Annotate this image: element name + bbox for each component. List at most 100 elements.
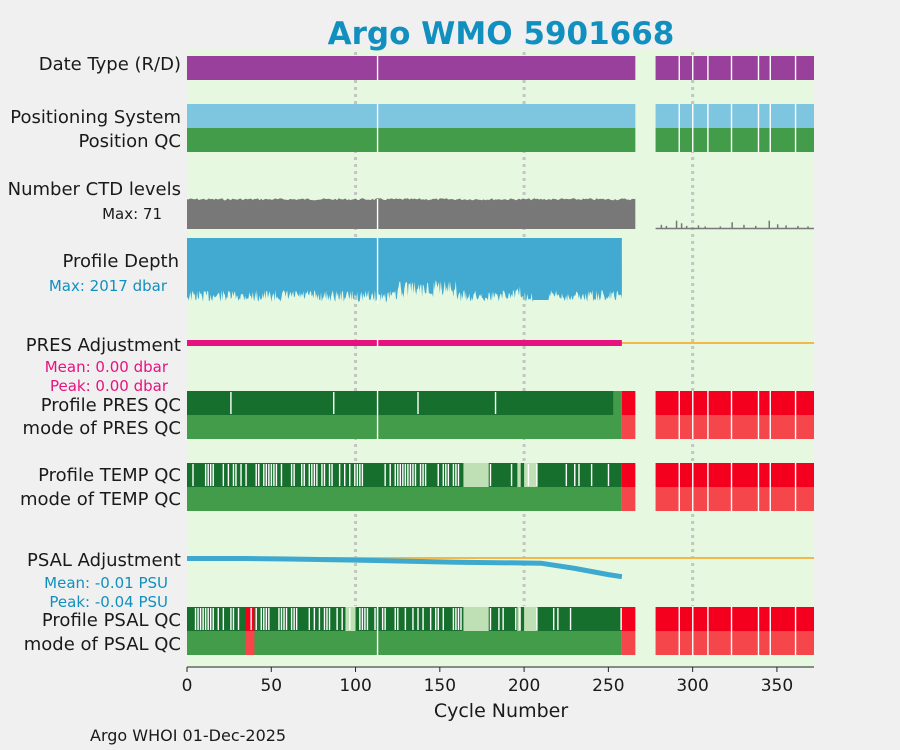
psal-qc-stripe: [212, 608, 214, 630]
temp-qc-stripe: [578, 464, 580, 486]
psal-qc-stripe: [204, 608, 207, 630]
label-pres-peak: Peak: 0.00 dbar: [50, 377, 169, 395]
psal-qc-stripe: [435, 608, 437, 630]
x-tick-label: 0: [182, 676, 193, 696]
psal-qc-stripe: [328, 608, 331, 630]
temp-qc-stripe: [407, 464, 409, 486]
psal-qc-stripe: [280, 608, 283, 630]
ctd-level-spike: [675, 220, 678, 229]
label-positioning-system: Positioning System: [10, 107, 181, 128]
cycle-gap-line: [376, 339, 379, 347]
temp-qc-stripe: [394, 464, 396, 486]
late-cycle-separator: [769, 56, 771, 80]
psal-qc-stripe: [381, 608, 384, 630]
temp-qc-stripe: [311, 464, 313, 486]
psal-qc-stripe: [209, 608, 212, 630]
temp-qc-stripe: [255, 464, 257, 486]
mode-pres-qc-bad: [621, 415, 636, 439]
ctd-level-spike: [785, 225, 787, 229]
late-cycle-separator: [678, 104, 680, 152]
late-cycle-separator: [692, 56, 694, 80]
cycle-gap-line: [376, 199, 379, 229]
psal-qc-stripe: [323, 608, 326, 630]
late-cycle-separator: [769, 463, 771, 511]
temp-qc-stripe: [316, 464, 318, 486]
ctd-level-spike: [797, 225, 799, 229]
temp-qc-stripe: [328, 464, 331, 486]
position-qc-bar: [187, 128, 636, 152]
ctd-level-spike: [680, 223, 683, 229]
temp-qc-stripe: [489, 464, 492, 486]
temp-qc-stripe: [574, 464, 576, 486]
temp-qc-stripe: [399, 464, 402, 486]
profile-pres-qc-bad: [621, 391, 636, 415]
temp-qc-stripe: [384, 464, 386, 486]
label-psal-mean: Mean: -0.01 PSU: [44, 574, 168, 592]
temp-qc-stripe: [192, 464, 194, 486]
psal-qc-stripe: [293, 608, 295, 630]
temp-qc-stripe: [349, 464, 351, 486]
mode-psal-qc-bad: [245, 631, 255, 655]
late-cycle-separator: [678, 391, 680, 439]
psal-qc-stripe: [364, 608, 366, 630]
temp-qc-stripe: [404, 464, 407, 486]
late-cycle-separator: [678, 463, 680, 511]
profile-psal-qc-bar: [187, 607, 622, 631]
profile-temp-qc-probably-good: [517, 463, 521, 487]
psal-qc-stripe: [232, 608, 235, 630]
late-cycle-separator: [794, 391, 797, 439]
late-cycle-separator: [692, 391, 694, 439]
psal-qc-stripe: [452, 608, 455, 630]
psal-qc-stripe: [552, 608, 555, 630]
cycle-gap-line: [376, 104, 379, 152]
late-cycle-separator: [794, 463, 797, 511]
label-date-type: Date Type (R/D): [39, 54, 181, 75]
temp-qc-stripe: [414, 464, 417, 486]
late-cycle-separator: [707, 463, 709, 511]
profile-psal-qc-probably-good: [463, 607, 489, 631]
mode-psal-qc-bad: [655, 631, 814, 655]
late-cycle-separator: [757, 463, 760, 511]
late-cycle-separator: [769, 607, 771, 655]
late-cycle-separator: [757, 56, 760, 80]
ctd-level-spike: [731, 222, 733, 229]
temp-qc-stripe: [343, 464, 346, 486]
late-cycle-separator: [678, 607, 680, 655]
temp-qc-stripe: [565, 464, 568, 486]
late-cycle-separator: [730, 607, 733, 655]
temp-qc-stripe: [510, 464, 513, 486]
late-cycle-separator: [757, 104, 760, 152]
profile-pres-qc-bar: [187, 391, 614, 415]
psal-qc-stripe: [620, 608, 622, 630]
profile-psal-qc-probably-good: [524, 607, 538, 631]
temp-qc-stripe: [422, 464, 424, 486]
date-type-bar: [655, 56, 814, 80]
temp-qc-stripe: [293, 464, 295, 486]
cycle-gap-line: [376, 238, 379, 304]
temp-qc-stripe: [258, 464, 260, 486]
temp-qc-stripe: [222, 464, 225, 486]
pres-qc-gap: [417, 392, 419, 414]
temp-qc-stripe: [527, 464, 530, 486]
late-cycle-separator: [757, 607, 760, 655]
label-position-qc: Position QC: [78, 131, 181, 152]
chart-marks: [187, 56, 814, 655]
psal-qc-stripe: [359, 608, 361, 630]
psal-qc-stripe: [366, 608, 369, 630]
psal-qc-stripe: [361, 608, 364, 630]
x-tick-label: 250: [592, 676, 624, 696]
late-cycle-separator: [707, 56, 709, 80]
temp-qc-stripe: [424, 464, 427, 486]
x-tick-label: 50: [260, 676, 282, 696]
psal-qc-stripe: [230, 608, 232, 630]
temp-qc-stripe: [331, 464, 333, 486]
temp-qc-stripe: [445, 464, 447, 486]
psal-qc-stripe: [197, 608, 199, 630]
label-profile-temp-qc: Profile TEMP QC: [38, 465, 181, 486]
temp-qc-stripe: [338, 464, 341, 486]
temp-qc-stripe: [280, 464, 283, 486]
temp-qc-stripe: [354, 464, 356, 486]
temp-qc-stripe: [207, 464, 209, 486]
chart-title: Argo WMO 5901668: [328, 16, 675, 52]
label-mode-temp-qc: mode of TEMP QC: [20, 489, 181, 510]
